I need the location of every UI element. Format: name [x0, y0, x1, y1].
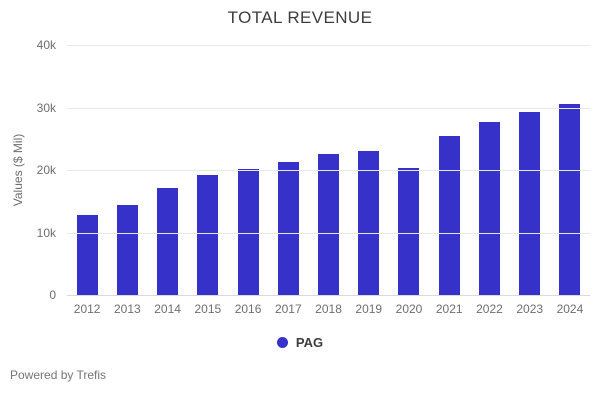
bar-slot: [550, 45, 590, 295]
bar-2016[interactable]: [237, 169, 259, 295]
bar-slot: [389, 45, 429, 295]
x-tick-label-2023: 2023: [516, 302, 544, 316]
x-tick-label-2013: 2013: [114, 302, 141, 316]
x-tick-label-2012: 2012: [73, 302, 101, 316]
x-tick-label-2022: 2022: [476, 302, 503, 316]
bar-2012[interactable]: [76, 215, 98, 295]
y-tick-label: 10k: [36, 225, 56, 240]
plot-area: [67, 45, 590, 296]
x-tick-label-2024: 2024: [556, 302, 584, 316]
bar-2020[interactable]: [398, 168, 420, 295]
y-tick-label: 20k: [36, 163, 56, 177]
bar-2023[interactable]: [519, 111, 541, 295]
bar-slot: [308, 45, 348, 295]
bar-slot: [429, 45, 469, 295]
y-tick-label: 30k: [36, 100, 56, 115]
bar-slot: [228, 45, 268, 295]
bar-slot: [469, 45, 509, 295]
bar-2014[interactable]: [157, 188, 179, 295]
gridline: [67, 107, 590, 109]
chart-title: TOTAL REVENUE: [227, 8, 373, 27]
y-tick-label: 40k: [36, 38, 56, 52]
x-axis-line: [67, 295, 590, 296]
gridline: [67, 170, 590, 171]
bar-2017[interactable]: [277, 161, 299, 295]
bar-slot: [349, 45, 389, 295]
bar-series: [67, 45, 590, 295]
x-tick-label-2019: 2019: [355, 302, 383, 316]
bar-slot: [67, 45, 107, 295]
x-axis-tick-labels: 2012 2013 2014 2015 2016 2017 2018 2019 2020 2021…: [67, 302, 590, 316]
legend-item-pag[interactable]: PAG: [295, 335, 324, 350]
bar-2024[interactable]: [559, 103, 581, 295]
x-tick-label-2016: 2016: [234, 302, 262, 316]
bar-slot: [188, 45, 228, 295]
bar-2021[interactable]: [438, 136, 460, 295]
x-tick-label-2015: 2015: [194, 302, 222, 316]
bar-2019[interactable]: [358, 150, 380, 295]
y-axis-tick-labels: 0 10k 20k 30k 40k: [0, 38, 56, 302]
gridline: [67, 232, 590, 234]
legend: PAG: [0, 335, 600, 350]
bar-slot: [147, 45, 187, 295]
bar-slot: [107, 45, 147, 295]
gridline: [67, 45, 590, 46]
bar-2022[interactable]: [478, 121, 500, 295]
bar-2018[interactable]: [318, 153, 340, 295]
bar-slot: [510, 45, 550, 295]
legend-marker-icon: [276, 337, 288, 348]
x-tick-label-2017: 2017: [274, 302, 302, 316]
x-tick-label-2021: 2021: [435, 302, 463, 316]
y-tick-label: 0: [49, 288, 56, 302]
x-tick-label-2020: 2020: [395, 302, 423, 316]
bar-2015[interactable]: [197, 175, 219, 295]
powered-by-trefis: Powered by Trefis: [10, 368, 107, 382]
x-tick-label-2014: 2014: [154, 302, 181, 316]
x-tick-label-2018: 2018: [315, 302, 342, 316]
bar-2013[interactable]: [116, 205, 138, 295]
bar-slot: [268, 45, 308, 295]
